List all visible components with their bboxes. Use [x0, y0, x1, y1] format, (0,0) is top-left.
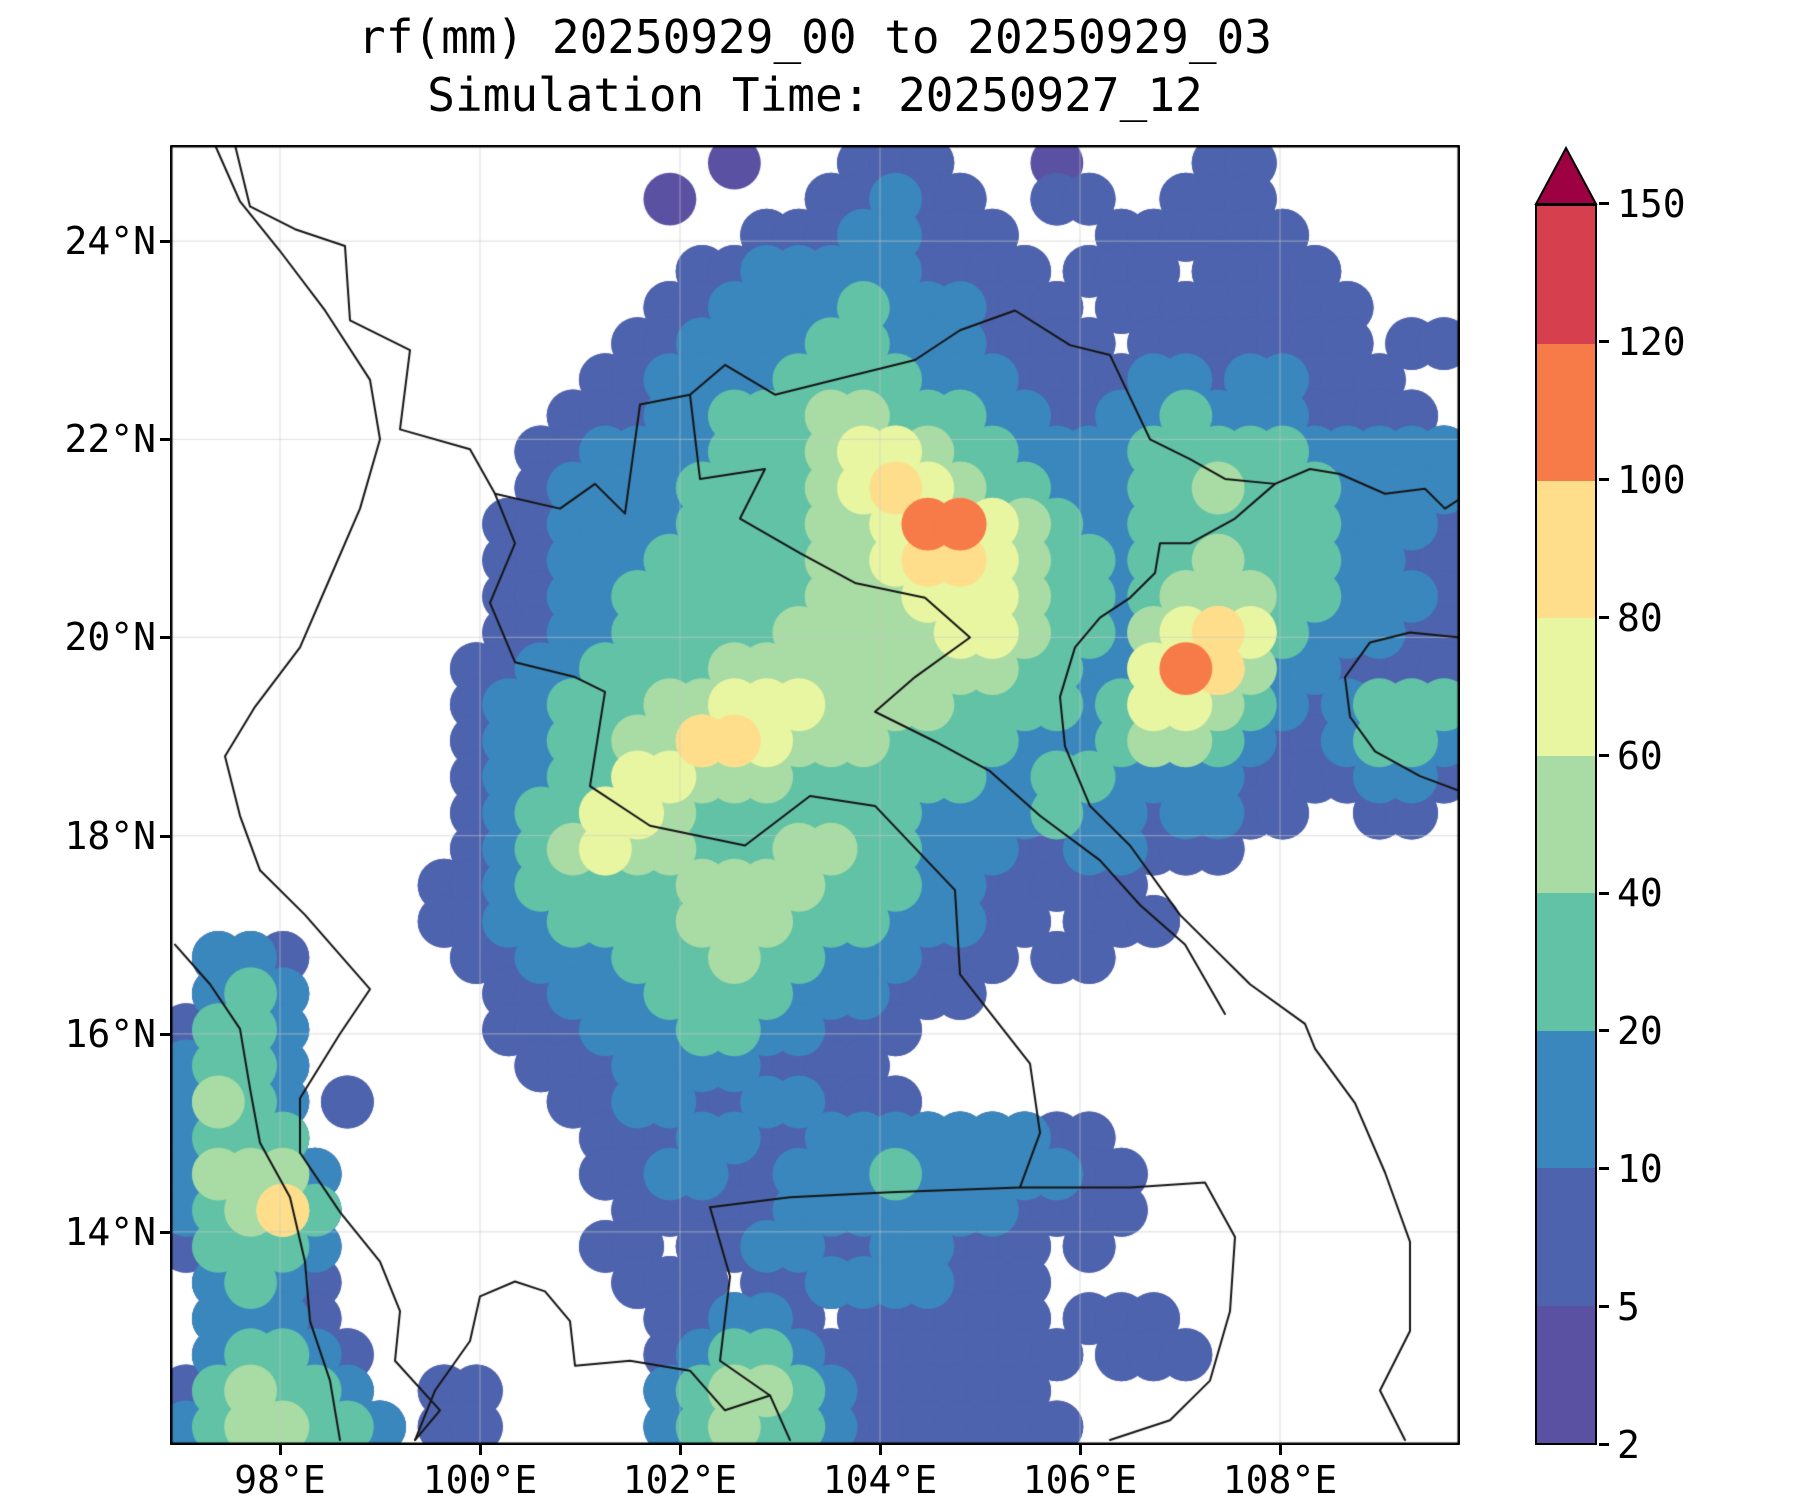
colorbar: [1535, 204, 1597, 1445]
x-tick-mark: [1279, 1445, 1282, 1455]
x-tick-label: 102°E: [622, 1458, 738, 1500]
y-tick-label: 24°N: [64, 219, 156, 263]
colorbar-segment: [1537, 1168, 1595, 1306]
colorbar-tick-mark: [1599, 892, 1609, 895]
y-tick-mark: [160, 835, 170, 838]
colorbar-tick-label: 10: [1617, 1147, 1663, 1191]
x-tick-label: 106°E: [1022, 1458, 1138, 1500]
colorbar-segment: [1537, 206, 1595, 344]
colorbar-tick-label: 80: [1617, 596, 1663, 640]
colorbar-over-arrow: [1534, 146, 1598, 205]
colorbar-tick-label: 150: [1617, 182, 1686, 226]
colorbar-tick-label: 100: [1617, 458, 1686, 502]
x-tick-mark: [1079, 1445, 1082, 1455]
colorbar-tick-mark: [1599, 1443, 1609, 1446]
colorbar-segment: [1537, 480, 1595, 619]
x-tick-mark: [479, 1445, 482, 1455]
colorbar-tick-mark: [1599, 1029, 1609, 1032]
colorbar-segment: [1537, 1305, 1595, 1443]
y-tick-label: 22°N: [64, 417, 156, 461]
chart-subtitle: Simulation Time: 20250927_12: [427, 68, 1203, 122]
x-tick-mark: [879, 1445, 882, 1455]
y-tick-label: 18°N: [64, 814, 156, 858]
colorbar-tick-mark: [1599, 202, 1609, 205]
x-tick-mark: [679, 1445, 682, 1455]
colorbar-segment: [1537, 343, 1595, 481]
colorbar-tick-label: 60: [1617, 734, 1663, 778]
x-tick-label: 98°E: [234, 1458, 326, 1500]
colorbar-tick-mark: [1599, 1167, 1609, 1170]
y-tick-mark: [160, 438, 170, 441]
y-tick-mark: [160, 1231, 170, 1234]
x-tick-label: 100°E: [422, 1458, 538, 1500]
colorbar-tick-label: 120: [1617, 320, 1686, 364]
y-tick-label: 14°N: [64, 1210, 156, 1254]
chart-title: rf(mm) 20250929_00 to 20250929_03: [358, 10, 1272, 64]
colorbar-tick-mark: [1599, 1305, 1609, 1308]
map-canvas: [170, 145, 1460, 1445]
y-tick-label: 16°N: [64, 1012, 156, 1056]
title-block: rf(mm) 20250929_00 to 20250929_03 Simula…: [170, 8, 1460, 124]
colorbar-tick-label: 40: [1617, 871, 1663, 915]
colorbar-tick-mark: [1599, 340, 1609, 343]
colorbar-tick-mark: [1599, 754, 1609, 757]
colorbar-tick-label: 2: [1617, 1423, 1640, 1467]
x-tick-label: 104°E: [822, 1458, 938, 1500]
colorbar-tick-mark: [1599, 478, 1609, 481]
y-tick-mark: [160, 1033, 170, 1036]
colorbar-tick-label: 20: [1617, 1009, 1663, 1053]
colorbar-tick-label: 5: [1617, 1285, 1640, 1329]
colorbar-segment: [1537, 893, 1595, 1031]
colorbar-segment: [1537, 755, 1595, 894]
x-tick-mark: [279, 1445, 282, 1455]
y-tick-label: 20°N: [64, 615, 156, 659]
colorbar-tick-mark: [1599, 616, 1609, 619]
y-tick-mark: [160, 240, 170, 243]
colorbar-segment: [1537, 618, 1595, 756]
y-tick-mark: [160, 636, 170, 639]
x-tick-label: 108°E: [1222, 1458, 1338, 1500]
colorbar-segment: [1537, 1030, 1595, 1169]
